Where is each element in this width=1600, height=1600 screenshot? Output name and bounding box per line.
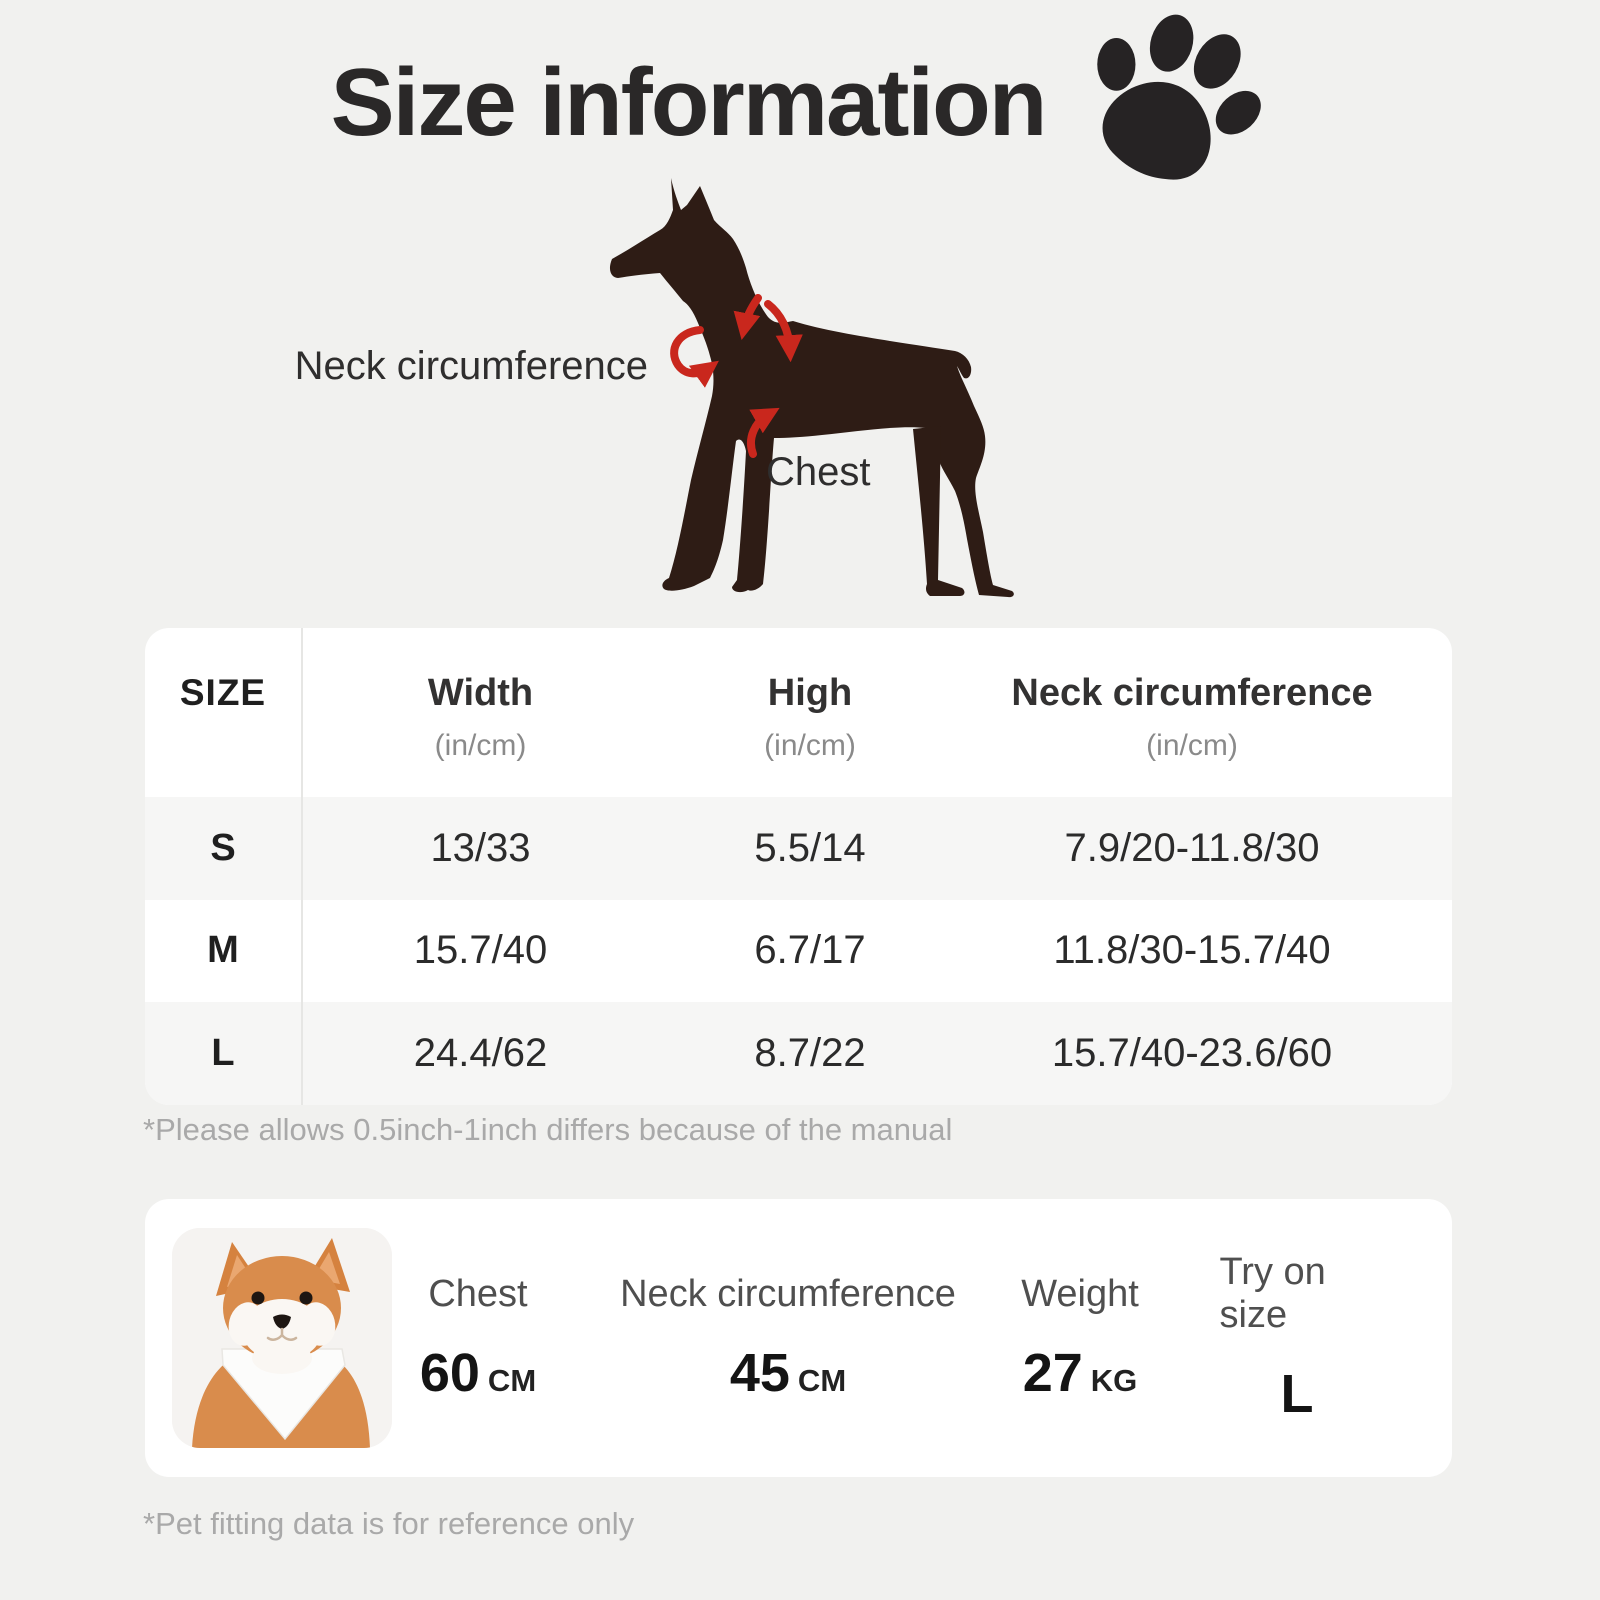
neck-cell: 15.7/40-23.6/60	[960, 1002, 1452, 1105]
size-value: L	[211, 1031, 235, 1074]
high-value: 5.5/14	[754, 825, 866, 870]
width-cell: 13/33	[301, 797, 660, 900]
chest-measure-arrow	[747, 407, 780, 458]
shiba-inu-illustration	[172, 1228, 392, 1448]
fitting-stat: Neck circumference 45 CM	[620, 1199, 956, 1477]
table-header-label: Neck circumference	[1011, 672, 1373, 714]
doberman-body	[609, 178, 1014, 598]
table-header-unit: (in/cm)	[1146, 729, 1238, 762]
fitting-stat-value: L	[1280, 1364, 1314, 1424]
fitting-stat: Weight 27 KG	[1021, 1199, 1139, 1477]
neck-value: 7.9/20-11.8/30	[1064, 825, 1320, 870]
fitting-stat: Try on size L	[1220, 1199, 1375, 1477]
fitting-note: *Pet fitting data is for reference only	[143, 1506, 635, 1541]
table-header-label: High	[767, 672, 853, 714]
fitting-stat-value: 60 CM	[419, 1342, 537, 1403]
doberman-hind-leg	[913, 426, 965, 596]
neck-value: 11.8/30-15.7/40	[1053, 928, 1331, 973]
high-cell: 8.7/22	[660, 1002, 960, 1105]
width-value: 24.4/62	[413, 1030, 548, 1075]
table-row: M 15.7/40 6.7/17 11.8/30-15.7/40	[145, 900, 1452, 1003]
table-header-cell: Width (in/cm)	[301, 628, 660, 797]
fitting-stat-label: Chest	[428, 1272, 528, 1315]
dog-silhouette-diagram	[609, 178, 1014, 598]
width-value: 15.7/40	[413, 928, 548, 973]
table-note: *Please allows 0.5inch-1inch differs bec…	[143, 1112, 953, 1147]
table-header-cell: High (in/cm)	[660, 628, 960, 797]
fitting-stat-unit: CM	[797, 1362, 847, 1398]
table-header-label: SIZE	[179, 672, 267, 713]
size-table-body: S 13/33 5.5/14 7.9/20-11.8/30 M 15.7/40 6.7/17…	[145, 797, 1452, 1105]
width-cell: 15.7/40	[301, 900, 660, 1003]
table-row: S 13/33 5.5/14 7.9/20-11.8/30	[145, 797, 1452, 900]
table-header-label: Width	[427, 672, 534, 714]
table-row: L 24.4/62 8.7/22 15.7/40-23.6/60	[145, 1002, 1452, 1105]
table-header-unit: (in/cm)	[434, 729, 527, 762]
size-value: S	[210, 826, 236, 869]
neck-measure-arrow	[733, 294, 762, 341]
table-header-unit: (in/cm)	[764, 729, 856, 762]
width-cell: 24.4/62	[301, 1002, 660, 1105]
neck-cell: 7.9/20-11.8/30	[960, 797, 1452, 900]
neck-circumference-label: Neck circumference	[294, 344, 648, 388]
paw-icon	[1097, 14, 1262, 180]
size-table-header-row: SIZE Width (in/cm) High (in/cm) Neck circumfe…	[145, 628, 1452, 797]
fitting-stat-value: 27 KG	[1022, 1342, 1138, 1403]
table-column-divider	[301, 628, 303, 1105]
table-header-cell: SIZE	[145, 628, 301, 797]
fitting-stat-label: Try on size	[1219, 1251, 1326, 1336]
fitting-reference-card: Chest 60 CM Neck circumference 45 CM Weight 27 K…	[145, 1199, 1452, 1477]
neck-measure-arrow	[670, 326, 719, 388]
size-value: M	[207, 929, 239, 972]
dog-photo	[172, 1228, 392, 1448]
fitting-stat: Chest 60 CM	[420, 1199, 536, 1477]
neck-value: 15.7/40-23.6/60	[1051, 1030, 1333, 1075]
size-cell: M	[145, 900, 301, 1003]
fitting-stat-label: Neck circumference	[620, 1272, 956, 1315]
high-cell: 6.7/17	[660, 900, 960, 1003]
size-cell: L	[145, 1002, 301, 1105]
fitting-stat-label: Weight	[1021, 1272, 1139, 1315]
table-header-cell: Neck circumference (in/cm)	[960, 628, 1452, 797]
high-value: 6.7/17	[754, 928, 866, 973]
high-cell: 5.5/14	[660, 797, 960, 900]
chest-label: Chest	[766, 450, 871, 494]
size-table: SIZE Width (in/cm) High (in/cm) Neck circumfe…	[145, 628, 1452, 1105]
neck-cell: 11.8/30-15.7/40	[960, 900, 1452, 1003]
page-title: Size information	[330, 49, 1048, 156]
fitting-stat-value: 45 CM	[729, 1342, 847, 1403]
header: Size information	[0, 14, 1600, 188]
chest-measure-arrow	[764, 300, 803, 363]
fitting-stat-unit: KG	[1090, 1362, 1138, 1398]
size-cell: S	[145, 797, 301, 900]
width-value: 13/33	[430, 825, 531, 870]
fitting-stat-unit: CM	[487, 1362, 537, 1398]
high-value: 8.7/22	[754, 1030, 866, 1075]
